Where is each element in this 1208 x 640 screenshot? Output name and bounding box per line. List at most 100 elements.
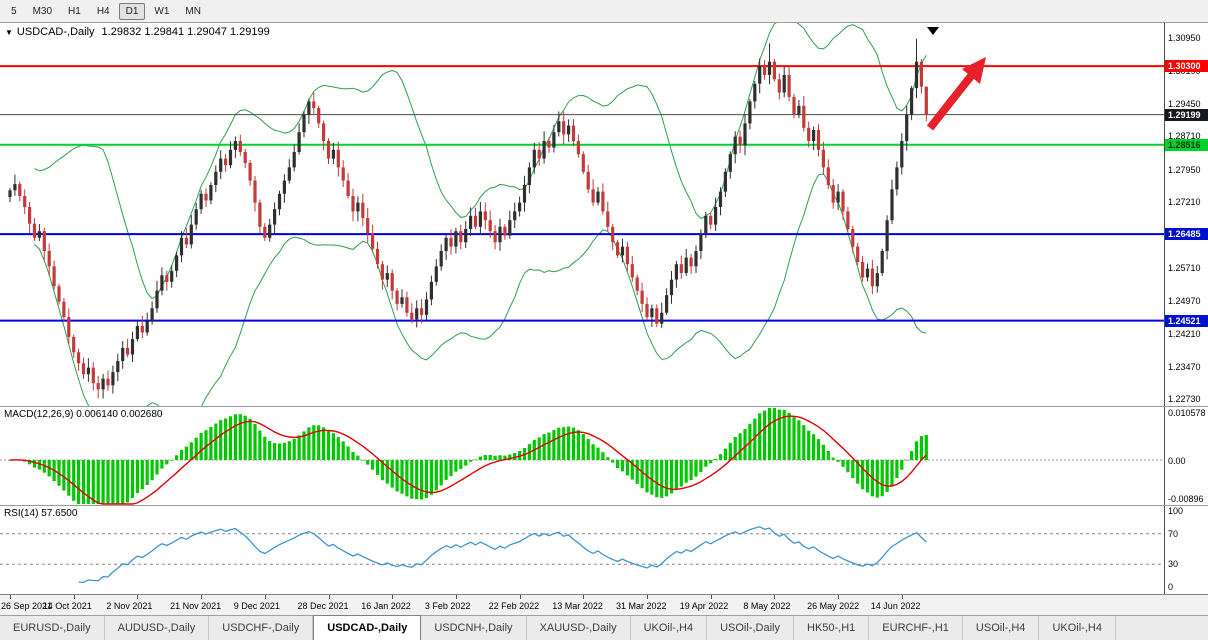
chart-tab-EURUSD-Daily[interactable]: EURUSD-,Daily — [0, 616, 105, 640]
candle-body — [694, 251, 698, 267]
chart-tab-USOil-H4[interactable]: USOil-,H4 — [963, 616, 1040, 640]
candle-body — [508, 220, 512, 236]
macd-histogram-bar — [812, 434, 816, 460]
chart-tab-USDCHF-Daily[interactable]: USDCHF-,Daily — [209, 616, 314, 640]
macd-histogram-bar — [875, 460, 879, 498]
macd-histogram-bar — [361, 459, 365, 461]
candle-body — [699, 233, 703, 251]
timeframe-toolbar: 5 M30 H1 H4 D1 W1 MN — [0, 0, 1208, 22]
date-label: 14 Oct 2021 — [42, 601, 92, 611]
rsi-canvas[interactable] — [0, 506, 1164, 594]
chart-tab-USDCAD-Daily[interactable]: USDCAD-,Daily — [313, 615, 422, 640]
macd-axis[interactable]: 0.010578 0.00 -0.00896 — [1164, 407, 1208, 505]
candle-body — [718, 191, 723, 207]
candle-body — [273, 209, 277, 225]
candle-body — [101, 378, 105, 390]
trend-arrow-shaft[interactable] — [926, 73, 975, 131]
candle-body — [356, 202, 360, 212]
candle-body — [581, 154, 585, 172]
symbol-dropdown-icon[interactable]: ▼ — [5, 28, 13, 37]
candle-body — [674, 264, 678, 280]
macd-histogram-bar — [900, 460, 904, 470]
candle-body — [13, 184, 17, 191]
macd-histogram-bar — [184, 446, 188, 460]
timeframe-button-M30[interactable]: M30 — [32, 5, 53, 17]
candle-body — [851, 229, 855, 247]
candle-body — [410, 312, 414, 320]
macd-histogram-bar — [375, 460, 380, 475]
chart-tab-USOil-Daily[interactable]: USOil-,Daily — [707, 616, 794, 640]
macd-canvas[interactable] — [0, 407, 1164, 505]
macd-histogram-bar — [81, 460, 86, 504]
date-label: 8 May 2022 — [743, 601, 791, 611]
candle-body — [532, 149, 536, 168]
chart-tab-EURCHF-H1[interactable]: EURCHF-,H1 — [869, 616, 963, 640]
end-of-data-marker-icon — [927, 27, 939, 35]
timeframe-button-H4[interactable]: H4 — [96, 5, 110, 17]
chart-tab-UKOil-H4[interactable]: UKOil-,H4 — [631, 616, 708, 640]
price-axis[interactable]: 1.309501.301901.294501.287101.279501.272… — [1164, 23, 1208, 406]
candle-body — [807, 127, 811, 141]
macd-histogram-bar — [782, 410, 786, 460]
chart-tab-XAUUSD-Daily[interactable]: XAUUSD-,Daily — [527, 616, 631, 640]
macd-histogram-bar — [243, 415, 247, 460]
macd-histogram-bar — [380, 460, 384, 481]
candle-body — [880, 251, 884, 273]
candle-body — [885, 220, 889, 251]
candle-body — [787, 74, 791, 97]
candle-body — [919, 61, 923, 87]
date-label: 22 Feb 2022 — [488, 601, 540, 611]
candle-body — [792, 97, 796, 115]
macd-histogram-bar — [434, 460, 438, 491]
timeframe-button-5[interactable]: 5 — [11, 5, 17, 17]
macd-histogram-bar — [625, 460, 629, 476]
candle-body — [331, 149, 335, 159]
candle-body — [861, 262, 865, 278]
macd-histogram-bar — [655, 460, 659, 498]
macd-histogram-bar — [86, 460, 90, 504]
candle-body — [738, 136, 742, 146]
chart-tab-AUDUSD-Daily[interactable]: AUDUSD-,Daily — [105, 616, 210, 640]
macd-histogram-bar — [292, 438, 296, 460]
candle-body — [846, 211, 850, 229]
timeframe-button-D1[interactable]: D1 — [118, 2, 146, 20]
macd-histogram-bar — [910, 451, 914, 460]
candle-body — [895, 167, 899, 190]
main-chart-canvas[interactable] — [0, 23, 1164, 406]
macd-histogram-bar — [890, 460, 894, 486]
rsi-axis[interactable]: 100 70 30 0 — [1164, 506, 1208, 594]
macd-label: MACD(12,26,9) 0.006140 0.002680 — [4, 409, 162, 420]
chart-tab-HK50-H1[interactable]: HK50-,H1 — [794, 616, 870, 640]
trend-arrow-head[interactable] — [962, 57, 986, 84]
timeframe-button-W1[interactable]: W1 — [154, 5, 170, 17]
date-tick-mark — [901, 595, 903, 599]
candle-body — [777, 79, 781, 93]
macd-histogram-bar — [253, 423, 257, 460]
date-label: 2 Nov 2021 — [106, 601, 153, 611]
timeframe-button-H1[interactable]: H1 — [68, 5, 81, 17]
macd-histogram-bar — [758, 413, 762, 460]
macd-histogram-bar — [606, 457, 610, 460]
macd-histogram-bar — [410, 460, 414, 499]
macd-histogram-bar — [905, 460, 909, 461]
candle-body — [253, 180, 257, 203]
candle-body — [77, 352, 81, 364]
candle-body — [322, 123, 326, 141]
macd-histogram-bar — [37, 460, 41, 470]
candle-body — [23, 196, 27, 207]
candle-body — [821, 149, 825, 168]
macd-histogram-bar — [557, 427, 561, 460]
chart-tab-UKOil-H4[interactable]: UKOil-,H4 — [1039, 616, 1116, 640]
candle-body — [449, 237, 453, 247]
timeframe-button-MN[interactable]: MN — [185, 5, 201, 17]
candle-body — [454, 231, 458, 247]
time-axis[interactable]: 26 Sep 2021 14 Oct 2021 2 Nov 2021 21 Nov 2… — [0, 594, 1208, 615]
candle-body — [625, 246, 629, 265]
macd-histogram-bar — [591, 444, 595, 460]
candle-body — [160, 275, 164, 291]
macd-histogram-bar — [635, 460, 639, 484]
macd-histogram-bar — [449, 460, 453, 477]
chart-tab-USDCNH-Daily[interactable]: USDCNH-,Daily — [421, 616, 527, 640]
macd-histogram-bar — [821, 444, 825, 460]
candle-body — [576, 141, 580, 155]
